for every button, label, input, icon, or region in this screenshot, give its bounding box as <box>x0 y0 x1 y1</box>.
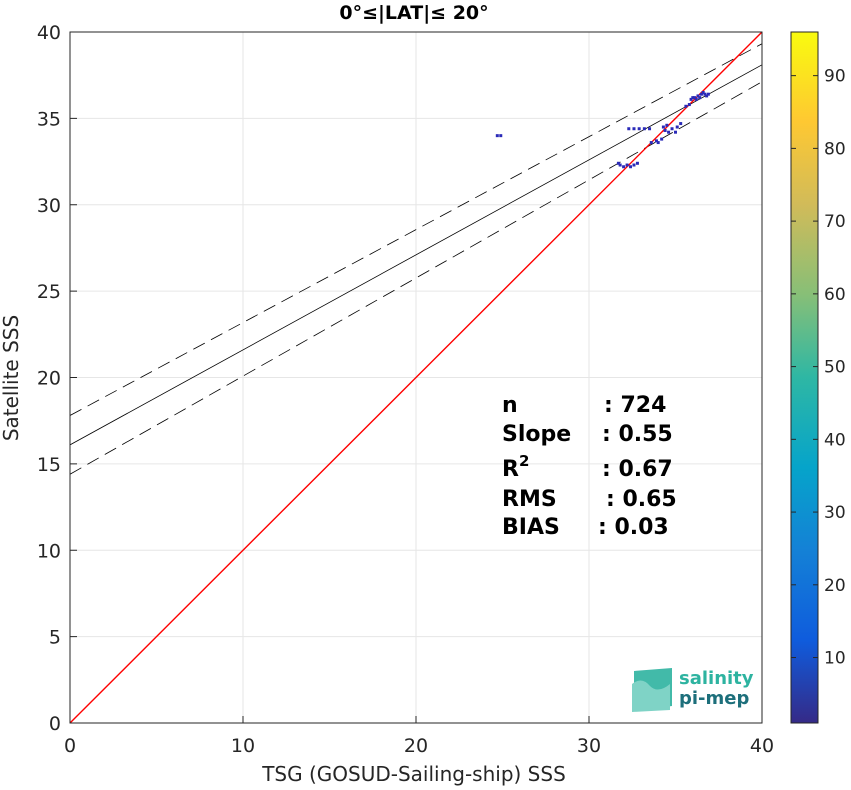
stat-value-r2: : 0.67 <box>602 457 673 482</box>
scatter-point <box>705 94 709 98</box>
colorbar-tick-label: 30 <box>824 503 846 523</box>
colorbar-tick-label: 40 <box>824 430 846 450</box>
scatter-point <box>675 125 679 129</box>
scatter-point <box>632 163 636 167</box>
scatter-point <box>625 163 629 167</box>
scatter-point <box>691 96 695 100</box>
stat-value-bias: : 0.03 <box>598 515 669 540</box>
scatter-point <box>629 165 633 169</box>
fit-line <box>70 64 762 446</box>
stat-label-r2: R2 <box>502 452 529 482</box>
stat-value-slope: : 0.55 <box>602 422 673 447</box>
scatter-point <box>689 97 693 101</box>
logo-line1: salinity <box>679 668 754 689</box>
colorbar-tick-label: 50 <box>824 358 846 378</box>
scatter-point <box>667 130 671 134</box>
scatter-point <box>616 161 620 165</box>
stat-label-r: R <box>502 457 519 482</box>
stat-label-n: n <box>502 393 518 418</box>
scatter-point <box>499 134 503 138</box>
scatter-point <box>649 141 653 145</box>
scatter-point <box>701 90 705 94</box>
y-axis-label: Satellite SSS <box>0 315 23 441</box>
scatter-points <box>495 90 710 169</box>
y-tick-label: 0 <box>49 713 61 735</box>
y-tick-label: 10 <box>37 540 61 562</box>
y-axis-ticks: 0 5 10 15 20 25 30 35 40 <box>37 22 77 735</box>
x-axis-label: TSG (GOSUD-Sailing-ship) SSS <box>261 762 566 786</box>
colorbar <box>790 31 819 724</box>
x-tick-label: 0 <box>64 735 76 757</box>
scatter-point <box>637 127 641 131</box>
y-tick-label: 15 <box>37 454 61 476</box>
scatter-point <box>656 141 660 145</box>
logo-line2: pi-mep <box>679 688 749 709</box>
scatter-point <box>674 130 677 134</box>
scatter-point <box>648 127 652 131</box>
scatter-point <box>670 127 674 131</box>
y-tick-label: 5 <box>49 627 61 649</box>
scatter-point <box>635 161 639 165</box>
scatter-point <box>696 94 700 98</box>
scatter-point <box>661 125 665 129</box>
scatter-point <box>622 165 626 169</box>
x-tick-label: 20 <box>404 735 428 757</box>
scatter-point <box>618 163 622 167</box>
scatter-point <box>660 137 664 141</box>
x-tick-label: 40 <box>750 735 774 757</box>
y-tick-label: 25 <box>37 281 61 303</box>
colorbar-tick-label: 10 <box>824 649 846 669</box>
colorbar-tick-label: 20 <box>824 576 846 596</box>
stat-label-slope: Slope <box>502 422 571 447</box>
scatter-point <box>703 92 707 96</box>
y-tick-label: 35 <box>37 108 61 130</box>
scatter-point <box>665 123 669 127</box>
colorbar-tick-label: 70 <box>824 212 846 232</box>
logo-wave-front-icon <box>632 680 670 712</box>
stats-annotation: n Slope R2 RMS BIAS : 724 : 0.55 : 0.67 … <box>502 393 677 540</box>
stat-label-bias: BIAS <box>502 515 560 540</box>
colorbar-ticks: 10 20 30 40 50 60 70 80 90 <box>791 67 846 669</box>
fit-bound-line <box>70 43 762 416</box>
stat-value-n: : 724 <box>604 393 666 418</box>
scatter-point <box>687 103 691 107</box>
y-tick-label: 40 <box>37 22 61 44</box>
scatter-point <box>679 122 683 126</box>
y-tick-label: 20 <box>37 368 61 390</box>
scatter-point <box>663 128 667 132</box>
x-tick-label: 10 <box>231 735 255 757</box>
scatter-point <box>495 134 499 138</box>
scatter-point <box>698 96 702 100</box>
scatter-point <box>694 97 698 101</box>
scatter-point <box>699 92 703 96</box>
stat-value-rms: : 0.65 <box>606 487 677 512</box>
scatter-point <box>654 139 658 143</box>
scatter-point <box>632 127 636 131</box>
scatter-point <box>627 127 631 131</box>
y-tick-label: 30 <box>37 195 61 217</box>
scatter-point <box>684 104 688 108</box>
x-tick-label: 30 <box>577 735 601 757</box>
scatter-point <box>642 127 646 131</box>
salinity-pi-mep-logo: salinity pi-mep <box>632 668 754 712</box>
chart-title: 0°≤|LAT|≤ 20° <box>339 2 488 24</box>
colorbar-tick-label: 90 <box>824 67 846 87</box>
scatter-point <box>706 92 710 96</box>
colorbar-tick-label: 80 <box>824 139 846 159</box>
identity-line <box>70 32 762 723</box>
stat-label-rms: RMS <box>502 487 557 512</box>
x-axis-ticks: 0 10 20 30 40 <box>64 716 774 757</box>
colorbar-tick-label: 60 <box>824 285 846 305</box>
stat-label-r-superscript: 2 <box>519 452 529 470</box>
scatter-point <box>693 96 697 100</box>
